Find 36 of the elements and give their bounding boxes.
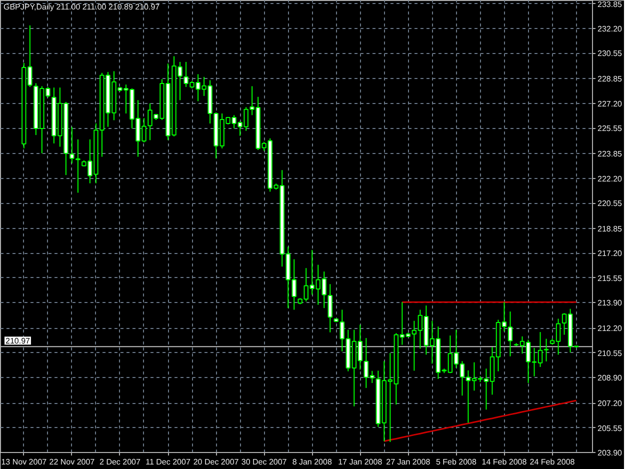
y-tick-label: 212.20 [598,324,623,334]
y-tick-label: 208.90 [598,374,623,383]
y-tick-label: 225.55 [598,124,623,134]
x-tick-label: 24 Feb 2008 [530,458,576,466]
x-tick-label: 5 Feb 2008 [436,458,477,466]
y-tick-label: 213.90 [598,298,623,308]
x-tick-label: 13 Nov 2007 [1,458,48,466]
candlestick [328,284,332,333]
x-tick-label: 17 Jan 2008 [338,458,383,466]
y-tick-label: 205.55 [598,424,623,433]
x-tick-label: 8 Jan 2008 [292,458,332,466]
x-tick-label: 22 Nov 2007 [49,458,96,466]
y-tick-label: 203.90 [598,448,623,458]
x-tick-label: 14 Feb 2008 [482,458,528,466]
candlestick [544,338,549,362]
y-tick-label: 233.85 [598,0,623,9]
x-tick-label: 30 Dec 2007 [241,458,288,466]
y-tick-label: 220.55 [598,199,623,208]
y-tick-label: 222.20 [598,174,623,184]
x-tick-label: 11 Dec 2007 [146,458,191,466]
x-tick-label: 2 Dec 2007 [100,458,141,466]
line-series [383,400,578,442]
y-tick-label: 217.20 [598,249,623,258]
chart-title: GBPJPY,Daily 211.00 211.00 210.89 210.97 [4,2,160,12]
y-tick-label: 218.85 [598,224,623,234]
y-tick-label: 210.55 [598,348,623,358]
x-tick-label: 20 Dec 2007 [193,458,240,466]
y-tick-label: 215.55 [598,274,623,283]
x-tick-label: 27 Jan 2008 [386,458,431,466]
y-tick-label: 207.20 [598,399,623,408]
y-tick-label: 223.85 [598,150,623,159]
ref-line-label: 210.97 [6,336,31,346]
y-tick-label: 230.55 [598,49,623,58]
y-tick-label: 228.85 [598,74,623,84]
y-tick-label: 227.20 [598,99,623,108]
y-tick-label: 232.20 [598,24,623,34]
